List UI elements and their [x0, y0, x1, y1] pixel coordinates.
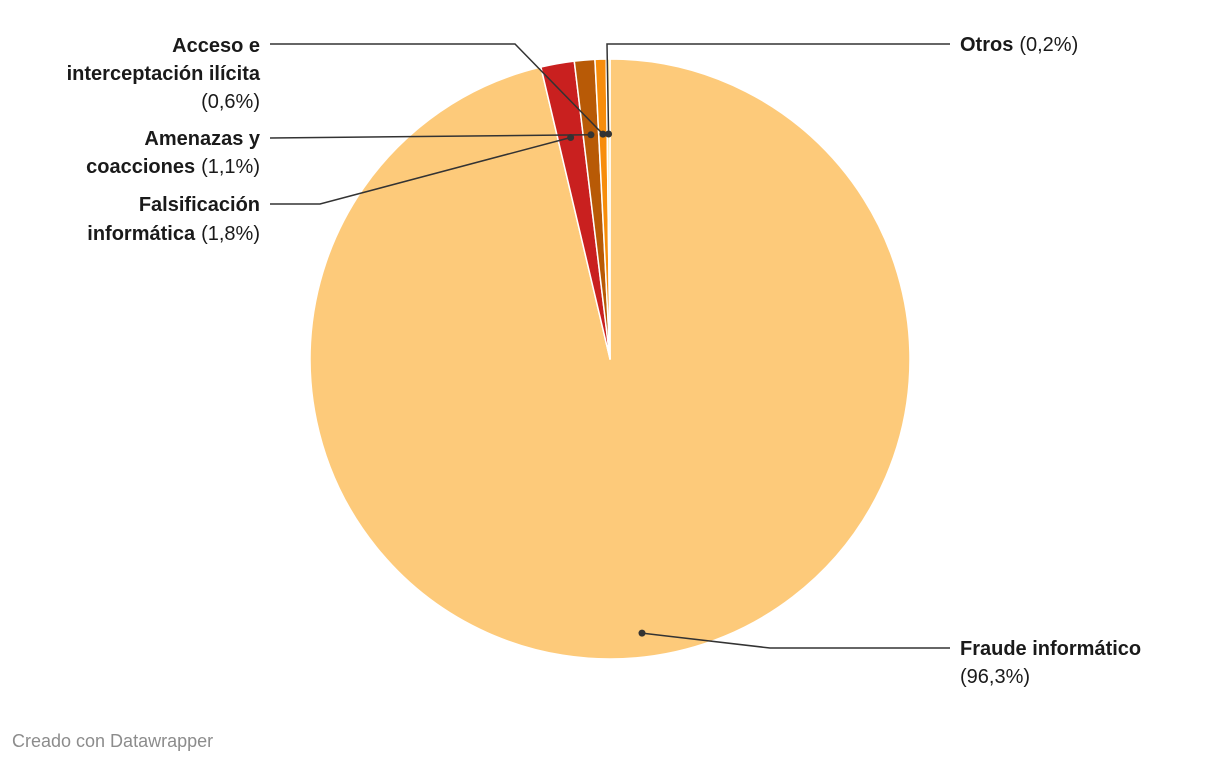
label-acceso-line2: interceptación ilícita [67, 63, 261, 85]
label-amenazas-line1: Amenazas y [144, 128, 260, 150]
label-otros-pct: (0,2%) [1019, 34, 1078, 56]
leader-dot-2 [587, 131, 595, 139]
label-acceso-line1: Acceso e [172, 35, 260, 57]
leader-line-0 [641, 632, 950, 649]
label-falsificacion-pct: (1,8%) [201, 223, 260, 245]
leader-lines [269, 43, 950, 649]
leader-dot-3 [599, 130, 607, 138]
leader-line-4 [606, 43, 950, 135]
leader-line-2 [269, 134, 591, 139]
label-falsificacion-line1: Falsificación [139, 194, 260, 216]
pie-slices [309, 58, 911, 660]
label-acceso-pct: (0,6%) [201, 91, 260, 113]
leader-line-1 [270, 136, 571, 205]
label-fraude: Fraude informático [960, 638, 1141, 660]
label-fraude-pct: (96,3%) [960, 666, 1030, 688]
leader-dot-0 [638, 629, 646, 637]
slice-labels: Acceso e interceptación ilícita (0,6%) A… [67, 34, 1142, 688]
label-falsificacion-line2: informática (1,8%) [87, 223, 260, 245]
label-otros: Otros (0,2%) [960, 34, 1078, 56]
leader-line-3 [270, 43, 604, 135]
leader-dot-4 [605, 130, 613, 138]
label-amenazas-line2: coacciones (1,1%) [86, 156, 260, 178]
datawrapper-credit: Creado con Datawrapper [12, 731, 214, 751]
label-amenazas-pct: (1,1%) [201, 156, 260, 178]
